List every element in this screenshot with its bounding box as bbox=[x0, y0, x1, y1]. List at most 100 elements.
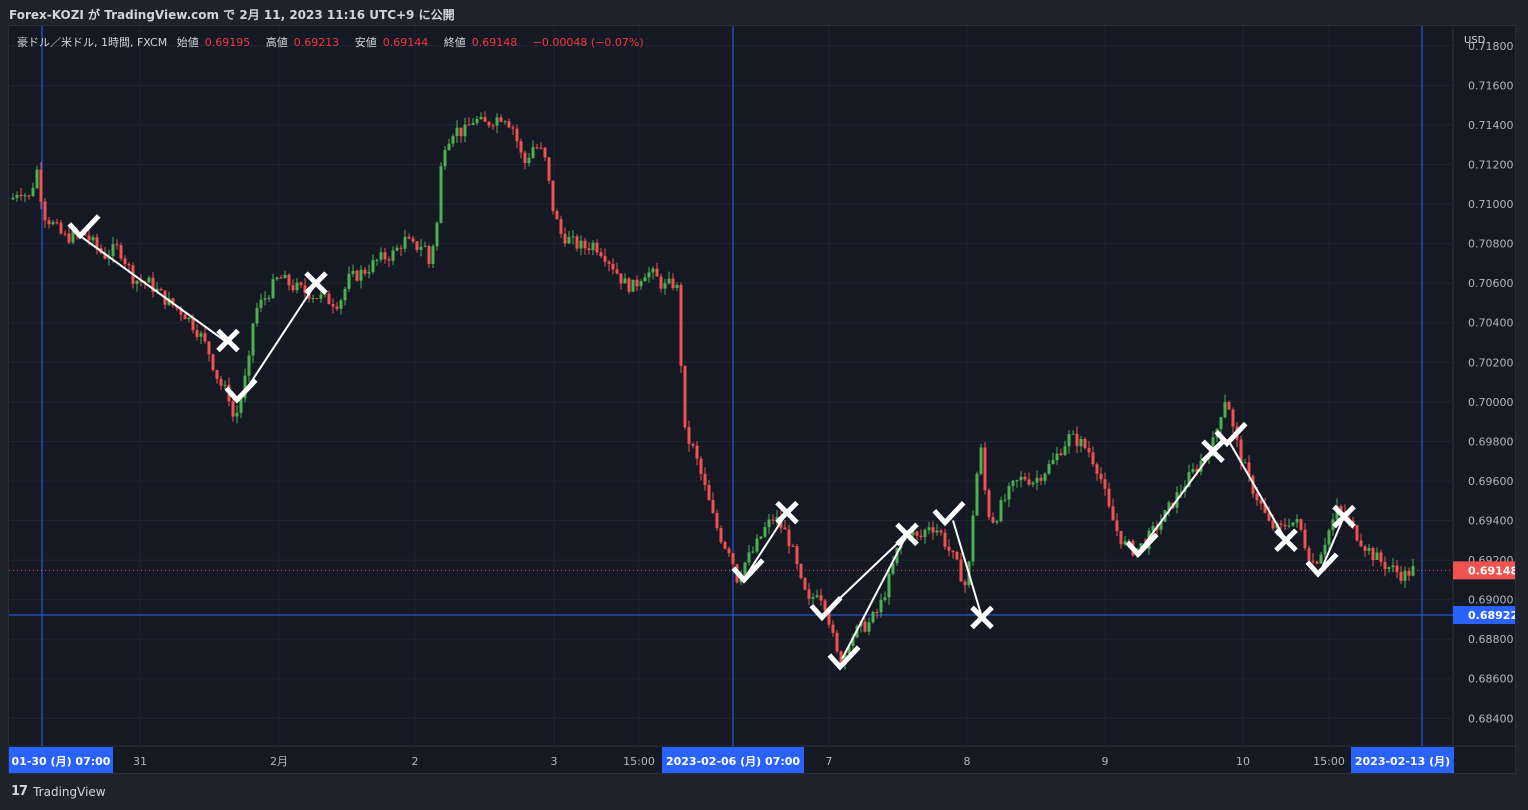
candle-body bbox=[863, 621, 867, 632]
candle-body bbox=[667, 278, 671, 284]
crosshair-price-tag bbox=[1453, 606, 1515, 625]
candle-body bbox=[1387, 567, 1391, 569]
brand-label: TradingView bbox=[33, 784, 106, 799]
time-highlight-tag bbox=[662, 747, 804, 773]
currency-label: USD bbox=[1464, 35, 1486, 46]
candle-body bbox=[239, 398, 243, 413]
candle-body bbox=[711, 500, 715, 513]
candle-body bbox=[1219, 417, 1223, 430]
open-label: 始値 bbox=[176, 36, 199, 49]
y-tick-label: 0.69800 bbox=[1468, 435, 1514, 448]
candle-body bbox=[415, 241, 419, 250]
candle-body bbox=[11, 197, 15, 200]
candle-body bbox=[291, 285, 295, 291]
candle-body bbox=[503, 121, 507, 123]
candle-body bbox=[407, 236, 411, 239]
candle-body bbox=[767, 519, 771, 528]
candle-body bbox=[207, 341, 211, 355]
candle-body bbox=[891, 563, 895, 574]
candle-body bbox=[1091, 452, 1095, 465]
candle-body bbox=[1139, 543, 1143, 549]
candle-body bbox=[763, 527, 767, 537]
candle-body bbox=[883, 597, 887, 600]
time-highlight-label: 2023-02-13 (月) bbox=[1355, 755, 1450, 768]
y-tick-label: 0.71200 bbox=[1468, 158, 1514, 171]
candle-body bbox=[71, 230, 75, 243]
candle-body bbox=[995, 521, 999, 523]
candle-body bbox=[259, 299, 263, 308]
candle-body bbox=[1019, 476, 1023, 481]
candle-body bbox=[39, 169, 43, 202]
candle-body bbox=[551, 180, 555, 211]
candle-body bbox=[699, 458, 703, 474]
candle-body bbox=[775, 517, 779, 520]
candle-body bbox=[795, 546, 799, 565]
candle-body bbox=[243, 375, 247, 399]
candle-body bbox=[959, 559, 963, 582]
candle-body bbox=[535, 147, 539, 149]
candle-body bbox=[311, 298, 315, 300]
candle-body bbox=[679, 284, 683, 366]
cross-mark-icon bbox=[775, 500, 799, 525]
candle-body bbox=[1391, 565, 1395, 568]
annotation-line bbox=[1228, 440, 1287, 541]
candle-body bbox=[355, 270, 359, 281]
candle-body bbox=[1319, 554, 1323, 564]
candle-body bbox=[583, 240, 587, 249]
candle-body bbox=[1003, 499, 1007, 501]
candle-body bbox=[787, 529, 791, 546]
candle-body bbox=[531, 147, 535, 158]
candle-body bbox=[471, 122, 475, 125]
candle-body bbox=[327, 293, 331, 305]
candle-body bbox=[691, 443, 695, 446]
candle-body bbox=[403, 236, 407, 249]
y-tick-label: 0.68400 bbox=[1468, 712, 1514, 725]
candle-body bbox=[803, 578, 807, 590]
candle-body bbox=[487, 121, 491, 126]
candle-body bbox=[1271, 520, 1275, 529]
candle-body bbox=[979, 447, 983, 474]
candle-body bbox=[571, 236, 575, 238]
candle-body bbox=[339, 300, 343, 309]
candle-body bbox=[619, 273, 623, 284]
candle-body bbox=[391, 250, 395, 261]
candle-body bbox=[927, 527, 931, 530]
candle-body bbox=[215, 370, 219, 379]
candle-body bbox=[423, 245, 427, 247]
candle-body bbox=[279, 277, 283, 279]
cross-mark-icon bbox=[1332, 504, 1356, 529]
candle-body bbox=[1279, 523, 1283, 525]
candle-body bbox=[911, 531, 915, 536]
candle-body bbox=[875, 611, 879, 613]
x-tick-label: 2 bbox=[412, 755, 419, 768]
candle-body bbox=[447, 143, 451, 151]
candle-body bbox=[263, 298, 267, 300]
candle-body bbox=[1031, 482, 1035, 485]
close-label: 終値 bbox=[443, 36, 466, 49]
candle-body bbox=[1359, 540, 1363, 547]
candle-body bbox=[387, 259, 391, 261]
candle-body bbox=[55, 222, 59, 224]
candle-body bbox=[303, 285, 307, 293]
candle-body bbox=[1067, 434, 1071, 447]
symbol-label: 豪ドル／米ドル, 1時間, FXCM bbox=[17, 36, 168, 49]
candle-body bbox=[319, 294, 323, 299]
candle-body bbox=[343, 288, 347, 301]
candle-body bbox=[723, 541, 727, 549]
candle-body bbox=[183, 314, 187, 320]
y-tick-label: 0.71400 bbox=[1468, 119, 1514, 132]
candle-body bbox=[951, 550, 955, 553]
tradingview-logo-icon: 17 bbox=[11, 784, 28, 799]
price-axis-panel bbox=[1453, 26, 1515, 773]
candle-body bbox=[759, 536, 763, 539]
candle-body bbox=[963, 581, 967, 586]
candle-body bbox=[119, 245, 123, 259]
cross-mark-icon bbox=[1274, 528, 1298, 553]
candle-body bbox=[931, 527, 935, 533]
candle-body bbox=[1259, 500, 1263, 504]
candle-body bbox=[271, 279, 275, 298]
x-tick-label: 2月 bbox=[270, 755, 288, 768]
candle-body bbox=[1187, 472, 1191, 487]
chart-area[interactable]: USD 0.71800 0.71600 0.71400 0.71200 0.71000 0.… bbox=[8, 25, 1516, 774]
